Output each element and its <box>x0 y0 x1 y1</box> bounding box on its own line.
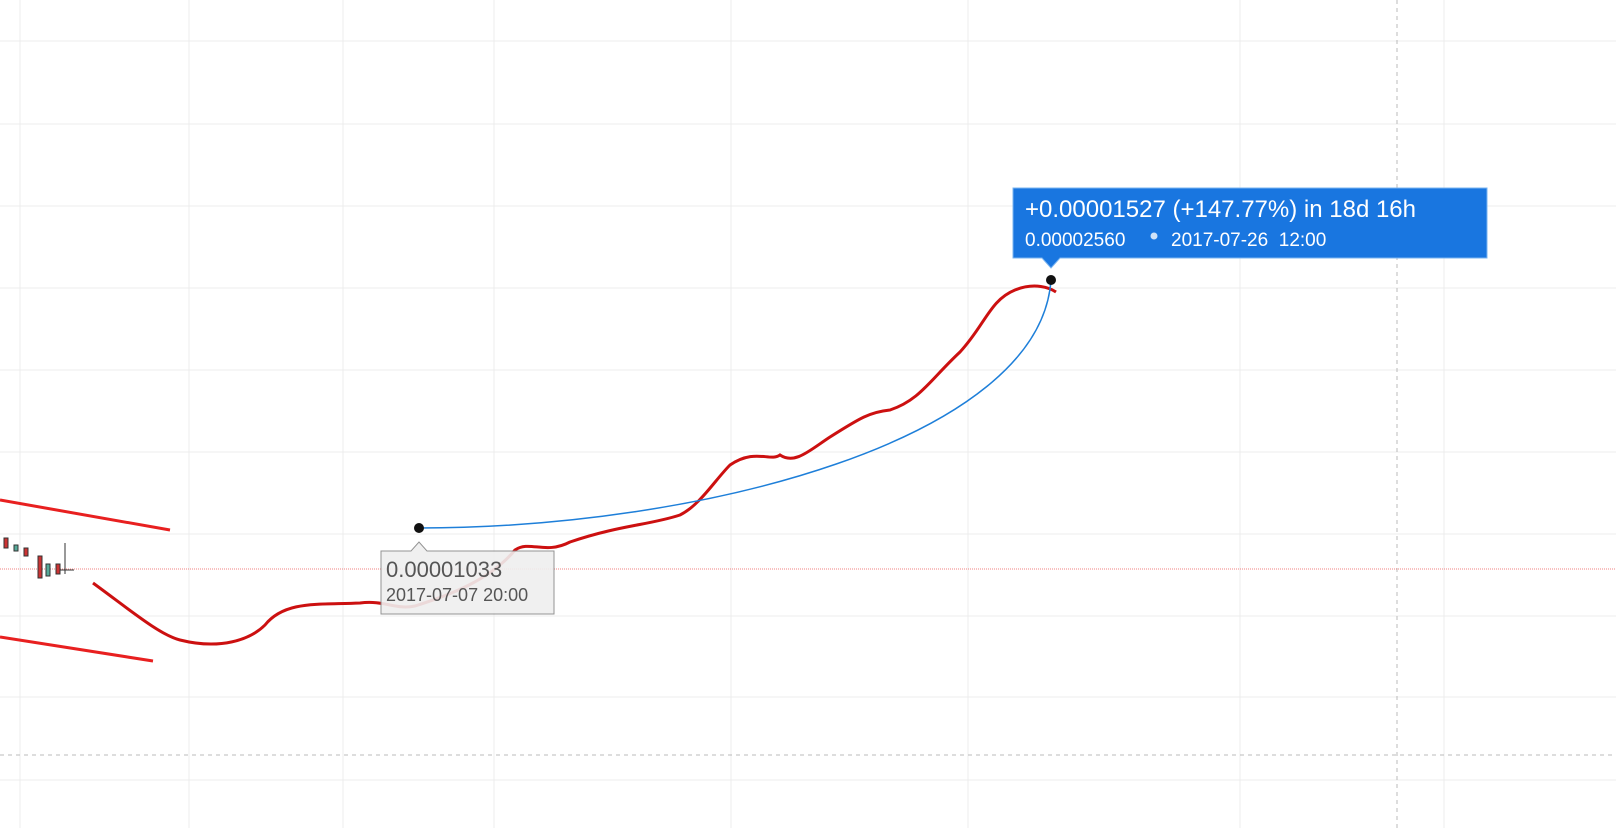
clock-icon <box>1150 232 1158 240</box>
start-point <box>414 523 424 533</box>
measure-label: +0.00001527 (+147.77%) in 18d 16h 0.0000… <box>1012 187 1488 269</box>
start-label: 0.00001033 2017-07-07 20:00 <box>380 541 555 615</box>
start-date: 2017-07-07 20:00 <box>386 585 528 605</box>
measure-date: 2017-07-26 12:00 <box>1171 230 1326 251</box>
candles <box>3 537 74 579</box>
measure-arc <box>418 279 1052 529</box>
start-price: 0.00001033 <box>386 557 502 582</box>
trend-lines <box>0 498 171 663</box>
drawn-curve <box>92 284 1057 646</box>
measure-price: 0.00002560 <box>1025 230 1125 251</box>
end-point <box>1046 275 1056 285</box>
measure-change: +0.00001527 (+147.77%) in 18d 16h <box>1025 196 1416 223</box>
